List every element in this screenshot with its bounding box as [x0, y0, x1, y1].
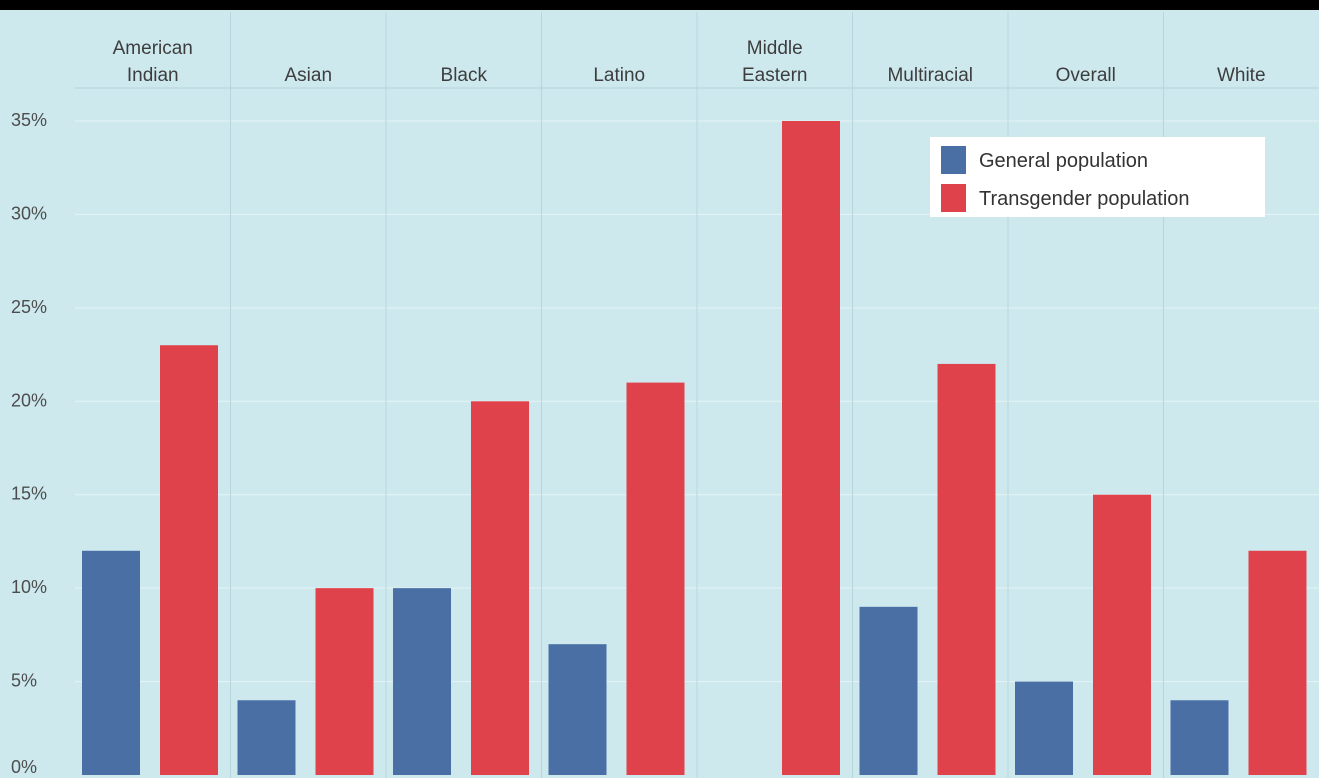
- y-tick-label: 20%: [11, 390, 47, 410]
- category-label: White: [1217, 65, 1266, 86]
- category-label: Latino: [593, 65, 645, 86]
- bar: [548, 644, 607, 775]
- legend-swatch: [941, 146, 966, 174]
- bar: [782, 121, 840, 775]
- y-tick-label: 15%: [11, 484, 47, 504]
- bar: [859, 606, 918, 775]
- category-label: Multiracial: [887, 65, 973, 86]
- y-tick-label: 0%: [11, 757, 37, 777]
- category-label: Black: [441, 65, 488, 86]
- category-label: American Indian: [113, 38, 193, 86]
- bar: [1170, 700, 1229, 775]
- bars-layer: [82, 121, 1307, 775]
- bar: [471, 401, 529, 775]
- bar: [1015, 681, 1073, 775]
- bar: [1093, 494, 1151, 775]
- top-border: [0, 0, 1319, 10]
- bar: [82, 550, 140, 775]
- bar: [315, 588, 374, 775]
- bar: [237, 700, 296, 775]
- axis-layer: 0% 5% 10% 15% 20% 25% 30% 35% American Indian Asia…: [11, 38, 1266, 777]
- legend-swatch: [941, 184, 966, 212]
- category-label: Overall: [1056, 65, 1116, 86]
- legend-box: [930, 137, 1265, 217]
- legend: General population Transgender population: [930, 137, 1265, 217]
- y-tick-label: 25%: [11, 297, 47, 317]
- legend-label: General population: [979, 150, 1148, 172]
- grid-layer: [75, 12, 1319, 778]
- y-tick-label: 5%: [11, 671, 37, 691]
- y-tick-label: 35%: [11, 110, 47, 130]
- y-tick-label: 30%: [11, 203, 47, 223]
- category-label: Asian: [284, 65, 332, 86]
- bar: [393, 588, 451, 775]
- bar: [160, 345, 218, 775]
- legend-label: Transgender population: [979, 188, 1190, 210]
- y-tick-label: 10%: [11, 577, 47, 597]
- bar: [937, 363, 996, 775]
- category-label: Middle Eastern: [742, 38, 807, 86]
- bar: [1248, 550, 1307, 775]
- bar: [626, 382, 685, 775]
